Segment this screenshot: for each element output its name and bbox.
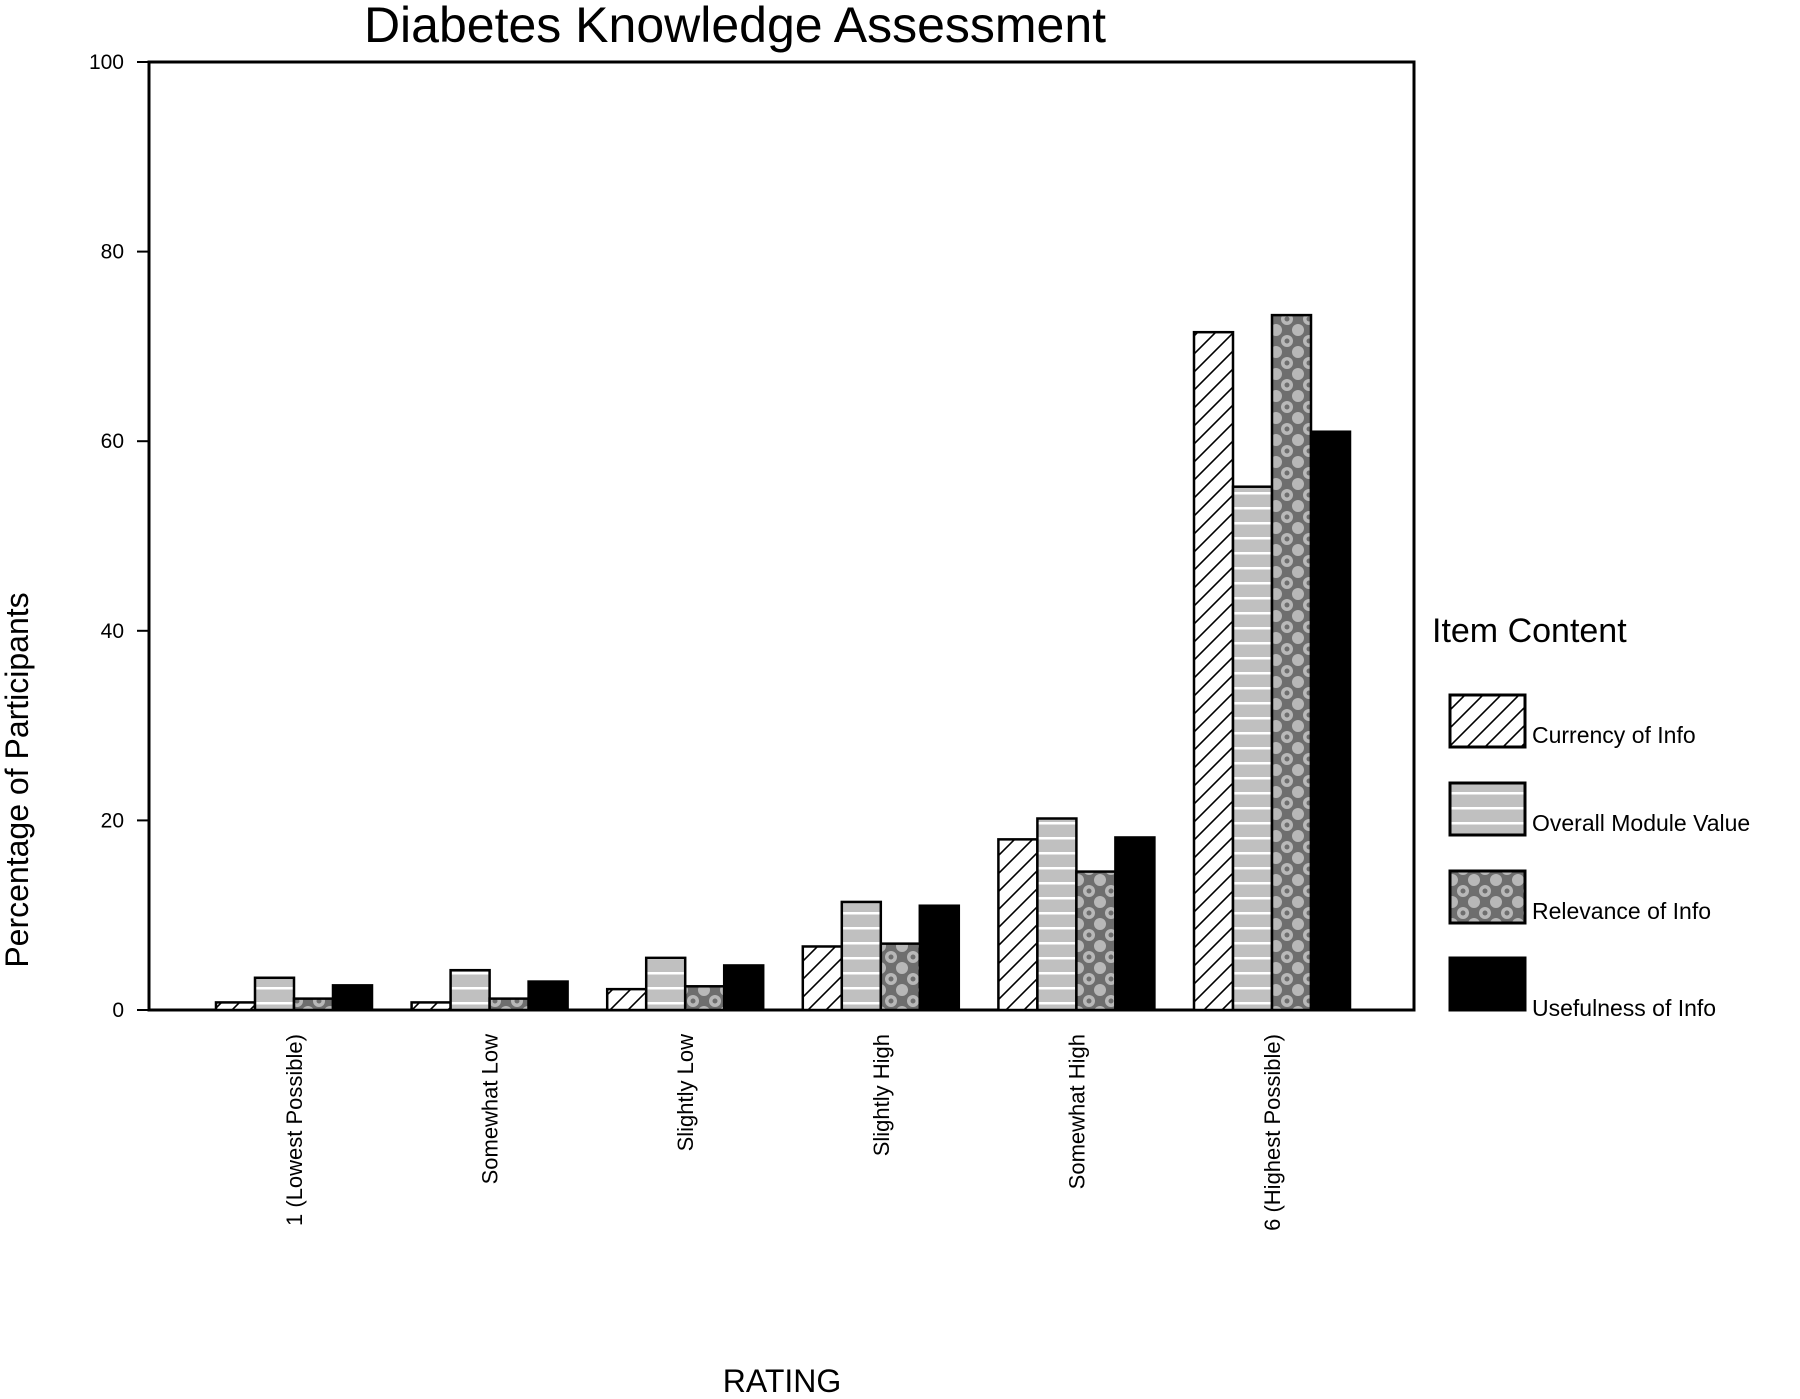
legend-swatch [1448, 693, 1527, 749]
bar [997, 838, 1039, 1012]
bar [253, 976, 296, 1012]
bar [527, 980, 569, 1012]
bar [1036, 817, 1078, 1012]
y-axis: 0 20 40 60 80 100 [89, 51, 149, 1022]
y-tick-label: 0 [112, 999, 124, 1022]
legend-swatch [1448, 956, 1527, 1012]
x-tick-label: 1 (Lowest Possible) [282, 1034, 307, 1226]
bar [1114, 836, 1156, 1012]
y-tick-label: 100 [89, 51, 124, 74]
bar [918, 904, 961, 1012]
bar [449, 968, 491, 1012]
bar [331, 984, 374, 1012]
y-tick-label: 40 [101, 620, 124, 643]
bar [644, 956, 687, 1012]
y-tick-label: 80 [101, 241, 124, 264]
bars [214, 313, 1352, 1012]
y-tick-label: 60 [101, 430, 124, 453]
chart-title: Diabetes Knowledge Assessment [364, 0, 1106, 53]
legend-swatch [1448, 781, 1527, 837]
bar [214, 1001, 257, 1012]
legend-label: Usefulness of Info [1532, 995, 1716, 1021]
legend: Item Content Currency of Info Overall Mod… [1432, 612, 1750, 1021]
legend-label: Overall Module Value [1532, 810, 1750, 836]
legend-title: Item Content [1432, 612, 1627, 650]
legend-swatch [1448, 869, 1527, 925]
bar [1231, 485, 1274, 1012]
y-tick-label: 20 [101, 809, 124, 832]
x-tick-label: Slightly Low [673, 1034, 698, 1152]
x-axis: 1 (Lowest Possible) Somewhat Low Slightly … [282, 1034, 1285, 1231]
bar [722, 964, 765, 1012]
legend-label: Relevance of Info [1532, 898, 1711, 924]
bar [605, 987, 648, 1012]
bar [1309, 430, 1352, 1012]
bar [683, 985, 726, 1012]
x-tick-label: Slightly High [869, 1034, 894, 1156]
x-tick-label: 6 (Highest Possible) [1260, 1034, 1285, 1231]
x-tick-label: Somewhat Low [478, 1034, 503, 1185]
x-tick-label: Somewhat High [1064, 1034, 1089, 1189]
x-axis-label: RATING [723, 1363, 842, 1399]
bar [801, 945, 844, 1012]
bar [410, 1001, 452, 1012]
plot-frame [147, 60, 1416, 1012]
bar [840, 900, 883, 1012]
y-axis-label: Percentage of Participants [0, 592, 35, 967]
bar [1270, 313, 1313, 1012]
legend-label: Currency of Info [1532, 722, 1696, 748]
bar [1075, 870, 1117, 1012]
bar [879, 942, 922, 1012]
bar [292, 997, 335, 1012]
bar [1192, 330, 1235, 1012]
bar [488, 997, 530, 1012]
